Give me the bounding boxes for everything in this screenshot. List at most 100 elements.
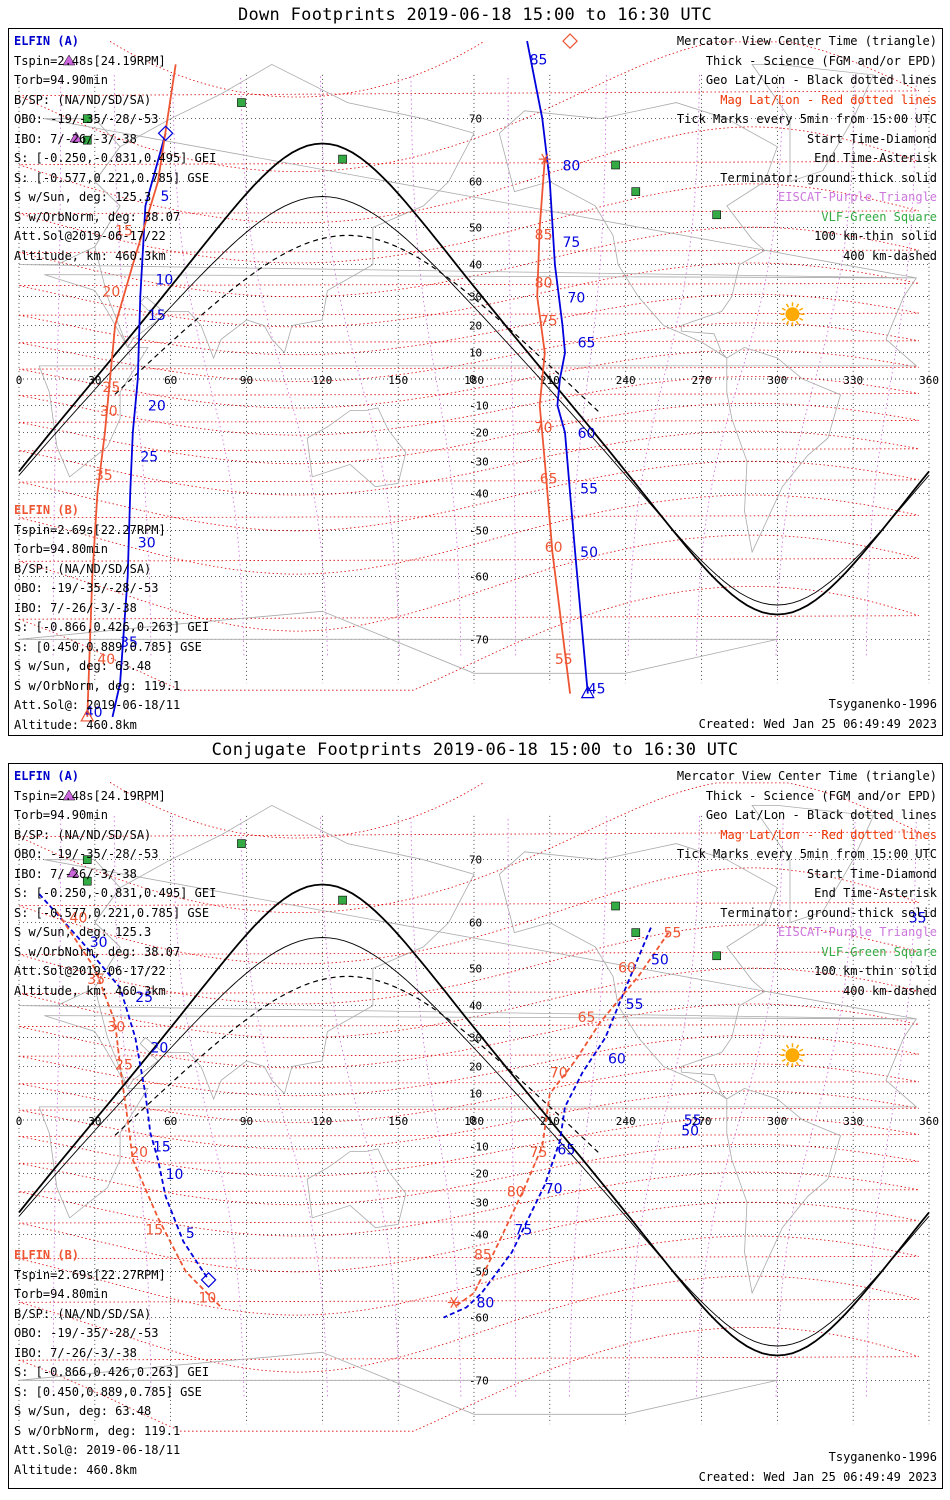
coastline: [726, 346, 841, 554]
info-line: S w/OrbNorm, deg: 38.07: [14, 944, 181, 959]
tick-label-a: 20: [148, 399, 166, 415]
vlf-square: [82, 855, 92, 864]
mag-meridian: [507, 815, 517, 1397]
tick-label-a: 85: [530, 52, 548, 68]
vlf-square: [338, 895, 347, 905]
legend-line: End Time-Asterisk: [814, 151, 937, 165]
legend-line: Tick Marks every 5min from 15:00 UTC: [676, 847, 937, 861]
legend: Mercator View Center Time (triangle) Thic…: [677, 32, 937, 266]
info-line: S: [-0.577,0.221,0.785] GSE: [14, 170, 210, 185]
info-line: Att.Sol@: 2019-06-18/11: [14, 698, 181, 712]
mag-parallel: [18, 867, 920, 965]
mag-meridian: [52, 815, 62, 1397]
vlf-square: [338, 154, 347, 164]
tick-label-b: 35: [87, 972, 105, 988]
info-line: S w/Sun, deg: 125.3: [14, 190, 152, 204]
lat-label: -60: [469, 571, 489, 584]
terminators: [18, 142, 930, 616]
tick-label-a: 35: [909, 910, 927, 926]
mag-parallel: [18, 494, 919, 575]
eiscat-triangle: [66, 866, 80, 878]
terminator-line: [18, 937, 930, 1347]
info-line: B/SP: (NA/ND/SD/SA): [14, 827, 152, 842]
legend-line: Thick - Science (FGM and/or EPD): [705, 788, 937, 803]
lon-label: 180: [464, 374, 484, 387]
legend-line: Tick Marks every 5min from 15:00 UTC: [676, 112, 937, 126]
terminator-400km: [114, 975, 601, 1155]
tick-label-a: 70: [545, 1181, 563, 1197]
tick-label-a: 20: [150, 1040, 168, 1056]
tick-label-b: 75: [530, 1145, 548, 1161]
coastlines: [18, 804, 918, 1415]
lat-label: 0: [469, 1114, 476, 1127]
info-line: B/SP: (NA/ND/SD/SA): [14, 1306, 152, 1321]
lat-label: 40: [469, 259, 482, 272]
elfin-b-track-east: [536, 159, 571, 694]
lon-label: 150: [388, 374, 408, 387]
tick-label-b: 35: [95, 468, 113, 484]
elfin-a-name: ELFIN (A): [14, 769, 80, 783]
info-line: Altitude: 460.8km: [14, 717, 137, 732]
mag-meridian: [172, 74, 245, 656]
lat-label: 10: [469, 347, 482, 360]
info-line: Torb=94.90min: [14, 73, 108, 87]
info-line: S: [-0.250,-0.831,0.495] GEI: [14, 151, 217, 165]
legend-line: Start Time-Diamond: [806, 866, 937, 881]
panel-title-down: Down Footprints 2019-06-18 15:00 to 16:3…: [237, 5, 713, 25]
lat-label: -20: [469, 1167, 489, 1180]
lat-label: -60: [469, 1312, 489, 1325]
mag-parallel: [18, 534, 919, 632]
tick-label-b: 60: [545, 540, 563, 556]
mag-parallel: [109, 41, 485, 98]
coastline: [18, 610, 778, 674]
sun-icon: [780, 302, 805, 327]
coastline: [94, 804, 475, 1101]
info-line: IBO: 7/-26/-3/-38: [14, 600, 137, 615]
conjugate-footprints-map: 70 60 50 40 30 20 10 0 -10 -20 -30 -40 -50 -60 -70 0 30 6…: [8, 763, 943, 1489]
tick-label-a: 50: [681, 1124, 699, 1140]
legend-line: Geo Lat/Lon - Black dotted lines: [705, 808, 937, 822]
legend-line: Mag Lat/Lon - Red dotted lines: [720, 827, 937, 842]
mag-parallel: [18, 183, 919, 264]
vlf-stations: [82, 839, 721, 961]
mag-grid: [18, 41, 920, 691]
vlf-square: [712, 210, 721, 220]
coastline: [751, 64, 874, 183]
eiscat-triangle: [62, 54, 76, 66]
tick-label-a: 60: [608, 1052, 626, 1068]
eiscat-triangle: [62, 789, 76, 801]
mag-parallel: [18, 782, 920, 913]
coastline: [306, 407, 407, 488]
lat-label: -50: [469, 1266, 489, 1279]
vlf-square: [82, 135, 92, 145]
mag-parallel: [18, 1171, 919, 1237]
info-line: B/SP: (NA/ND/SD/SA): [14, 92, 152, 107]
info-line: Altitude, km: 460.3km: [14, 248, 166, 263]
tick-label-b: 20: [130, 1145, 148, 1161]
eiscat-triangle: [69, 131, 83, 143]
tick-label-a: 55: [626, 997, 644, 1013]
tick-label-a: 30: [138, 536, 156, 552]
info-line: Tspin=2.48s[24.19RPM]: [14, 788, 166, 803]
legend-line: VLF-Green Square: [821, 209, 937, 224]
vlf-square: [237, 98, 246, 107]
mag-meridian: [320, 815, 400, 1397]
vlf-square: [631, 187, 641, 196]
terminator-line: [18, 142, 930, 616]
legend-line: Mag Lat/Lon - Red dotted lines: [720, 92, 937, 107]
mag-parallel: [109, 782, 485, 839]
vlf-square: [712, 951, 721, 961]
mag-parallel: [18, 924, 919, 1005]
elfin-b-name: ELFIN (B): [14, 503, 80, 517]
tick-label-a: 45: [588, 682, 606, 698]
lat-label: -40: [469, 1228, 489, 1241]
tick-label-b: 20: [102, 285, 120, 301]
info-line: OBO: -19/-35/-28/-53: [14, 1326, 159, 1340]
lat-label: -10: [469, 399, 489, 412]
center-triangle-a: [580, 685, 595, 699]
lat-label: -20: [469, 426, 489, 439]
info-line: OBO: -19/-35/-28/-53: [14, 581, 159, 595]
tick-label-a: 75: [514, 1222, 532, 1238]
vlf-square: [611, 901, 620, 911]
